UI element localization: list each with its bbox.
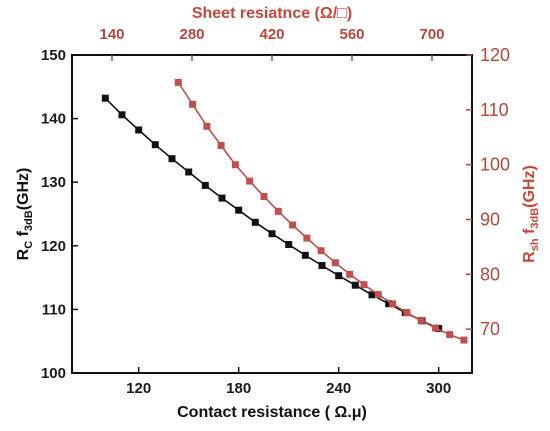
series-0-point bbox=[285, 241, 293, 248]
series-0-point bbox=[335, 272, 343, 280]
right-tick-label: 90 bbox=[480, 209, 500, 229]
right-tick-label: 70 bbox=[480, 319, 500, 339]
series-0-point bbox=[351, 281, 359, 289]
right-axis-title-sub1: sh bbox=[529, 238, 541, 251]
top-tick-label: 140 bbox=[99, 26, 124, 43]
top-axis-title: Sheet resiatnce (Ω/□) bbox=[192, 5, 352, 22]
top-tick-label: 280 bbox=[179, 26, 204, 43]
left-tick-label: 130 bbox=[41, 174, 66, 191]
series-0-point bbox=[101, 94, 109, 102]
series-0-point bbox=[368, 291, 376, 299]
left-tick-label: 120 bbox=[41, 238, 66, 255]
right-axis-title-tail: (GHz) bbox=[521, 165, 538, 208]
bottom-tick-label: 300 bbox=[426, 380, 451, 397]
series-0-point bbox=[201, 181, 209, 189]
series-layer bbox=[101, 78, 468, 344]
left-axis-title-sub2: 3dB bbox=[23, 210, 35, 231]
series-1-point bbox=[460, 336, 468, 344]
left-axis-title-sub1: C bbox=[23, 241, 35, 249]
series-1-point bbox=[360, 281, 368, 289]
series-1-point bbox=[203, 122, 211, 130]
right-tick-label: 120 bbox=[480, 45, 510, 65]
right-tick-label: 80 bbox=[480, 264, 500, 284]
series-1-point bbox=[417, 316, 425, 324]
series-0-point bbox=[318, 262, 326, 269]
series-1-point bbox=[246, 177, 254, 185]
series-1-point bbox=[403, 309, 411, 317]
series-1-point bbox=[274, 207, 282, 215]
bottom-tick-label: 240 bbox=[326, 380, 351, 397]
top-tick-label: 700 bbox=[419, 26, 444, 43]
bottom-tick-label: 180 bbox=[226, 380, 251, 397]
right-axis-title-sub2: 3dB bbox=[529, 208, 541, 229]
series-1-point bbox=[260, 193, 268, 200]
series-1-point bbox=[446, 331, 454, 339]
series-0-point bbox=[135, 126, 143, 134]
left-axis-title: RC f3dB(GHz) bbox=[15, 168, 35, 261]
series-line-1 bbox=[177, 81, 465, 341]
right-axis-title-main: R bbox=[521, 251, 538, 263]
ticks-layer: 120 180 240 300 100 110 120 130 140 150 140 280 420 5… bbox=[41, 26, 510, 397]
top-tick-label: 420 bbox=[259, 26, 284, 43]
series-1-point bbox=[189, 100, 197, 108]
series-0-point bbox=[185, 168, 193, 176]
series-1-point bbox=[174, 78, 182, 86]
left-tick-label: 140 bbox=[41, 111, 66, 128]
series-1-point bbox=[331, 259, 339, 267]
series-0-point bbox=[235, 206, 243, 214]
left-axis-title-main: R bbox=[15, 248, 32, 260]
series-1-point bbox=[374, 291, 382, 299]
series-1-point bbox=[317, 247, 325, 255]
bottom-tick-label: 120 bbox=[126, 380, 151, 397]
series-0-point bbox=[218, 194, 226, 202]
series-1-point bbox=[389, 300, 397, 308]
left-tick-label: 150 bbox=[41, 47, 66, 64]
bottom-axis-title: Contact resistance ( Ω.μ) bbox=[177, 404, 367, 421]
series-0-point bbox=[168, 155, 176, 163]
left-axis-title-tail: (GHz) bbox=[15, 168, 32, 211]
plot-frame bbox=[71, 54, 473, 374]
right-axis-title: Rsh f3dB(GHz) bbox=[521, 165, 541, 263]
series-0-point bbox=[268, 230, 276, 238]
series-0-point bbox=[118, 111, 126, 119]
series-0-point bbox=[151, 141, 159, 149]
series-1-point bbox=[289, 221, 297, 229]
left-axis-title-mid: f bbox=[15, 230, 32, 240]
right-axis-title-mid: f bbox=[521, 228, 538, 238]
series-0-point bbox=[385, 300, 393, 308]
series-1-point bbox=[231, 161, 239, 169]
series-1-point bbox=[303, 234, 311, 242]
series-line-0 bbox=[104, 97, 440, 330]
series-0-point bbox=[301, 251, 309, 259]
right-tick-label: 100 bbox=[480, 155, 510, 175]
series-1-point bbox=[217, 142, 225, 149]
series-1-point bbox=[431, 324, 439, 332]
series-1-point bbox=[346, 270, 354, 278]
series-0-point bbox=[251, 218, 259, 226]
left-tick-label: 110 bbox=[42, 301, 66, 318]
right-tick-label: 110 bbox=[480, 100, 509, 120]
top-tick-label: 560 bbox=[339, 26, 364, 43]
left-tick-label: 100 bbox=[41, 365, 66, 382]
